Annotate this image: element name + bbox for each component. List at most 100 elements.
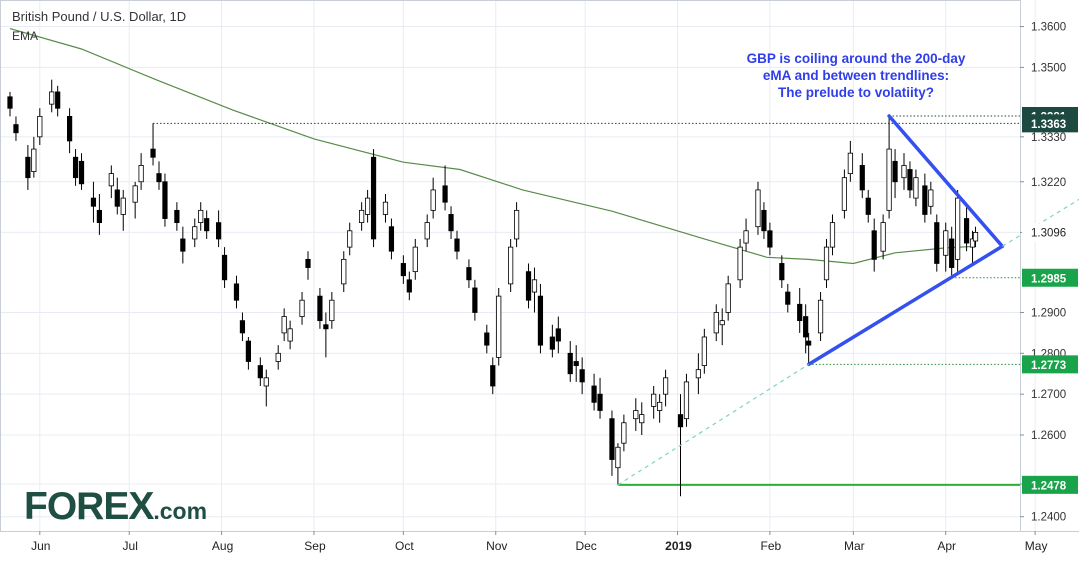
- candle-bullish: [615, 443, 621, 485]
- y-tick-label: 1.2900: [1031, 307, 1066, 319]
- candle-body: [743, 230, 749, 244]
- logo-suffix: .com: [153, 498, 208, 524]
- candle-bearish: [466, 259, 472, 288]
- candle-body: [767, 230, 773, 248]
- candle-bearish: [609, 410, 615, 476]
- candle-bearish: [525, 263, 532, 309]
- candle-bearish: [204, 210, 210, 239]
- candle-body: [424, 222, 430, 240]
- y-tick-label: 1.3330: [1031, 132, 1066, 144]
- candle-bullish: [49, 79, 55, 113]
- candle-bullish: [683, 373, 690, 427]
- candle-bullish: [663, 369, 669, 407]
- candle-bullish: [969, 230, 976, 264]
- candle-bearish: [922, 173, 928, 223]
- candle-body: [847, 152, 853, 174]
- candle-body: [829, 222, 836, 248]
- candle-bullish: [192, 218, 198, 248]
- candle-bearish: [454, 230, 460, 260]
- candle-bearish: [767, 222, 773, 256]
- candle-body: [490, 365, 496, 387]
- candle-bullish: [514, 202, 520, 248]
- candle-body: [388, 226, 395, 252]
- candle-body: [573, 361, 579, 366]
- candle-body: [198, 209, 204, 224]
- candle-body: [162, 181, 168, 219]
- candle-body: [13, 124, 19, 134]
- candle-bullish: [364, 189, 371, 223]
- candle-body: [257, 365, 263, 379]
- candle-body: [597, 393, 603, 411]
- x-tick-label: Oct: [395, 539, 414, 553]
- x-axis-background: [0, 532, 1079, 564]
- price-tag-background: [1022, 355, 1078, 374]
- candle-body: [677, 414, 684, 428]
- price-tag-label: 1.3363: [1031, 119, 1066, 131]
- candle-body: [400, 263, 406, 277]
- candle-bearish: [549, 324, 555, 358]
- candle-bearish: [215, 210, 222, 248]
- candle-bearish: [806, 332, 812, 365]
- candle-bullish: [829, 214, 836, 256]
- x-tick-label: May: [1025, 539, 1048, 553]
- candle-bullish: [725, 275, 731, 321]
- trendline: [887, 114, 1005, 249]
- candle-bearish: [555, 316, 561, 354]
- candle-bearish: [490, 357, 496, 395]
- logo-text: FOREX: [24, 485, 154, 528]
- candle-bullish: [412, 238, 418, 280]
- candle-body: [817, 299, 824, 334]
- candle-body: [317, 295, 323, 322]
- candle-body: [609, 418, 615, 460]
- y-tick-label: 1.3600: [1031, 22, 1066, 34]
- candle-bearish: [949, 226, 955, 278]
- candle-bearish: [400, 255, 406, 284]
- candle-body: [859, 165, 865, 191]
- annotation-line: eMA and between trendlines:: [762, 68, 950, 83]
- candle-body: [928, 189, 934, 207]
- x-tick-label: Nov: [486, 539, 507, 553]
- candle-bearish: [317, 287, 323, 329]
- candle-bullish: [743, 218, 749, 252]
- candle-bullish: [531, 267, 538, 313]
- candle-bullish: [424, 214, 430, 248]
- candle-body: [281, 316, 287, 334]
- candle-bullish: [943, 222, 949, 272]
- candle-body: [969, 238, 976, 248]
- candle-bullish: [621, 414, 627, 452]
- price-tag-background: [1022, 223, 1078, 242]
- candle-body: [49, 91, 55, 105]
- candle-bearish: [233, 275, 240, 309]
- candle-body: [657, 401, 663, 411]
- candle-bullish: [496, 287, 502, 366]
- candle-bearish: [484, 324, 490, 354]
- candle-bullish: [913, 169, 919, 207]
- candle-body: [108, 173, 114, 187]
- candle-bullish: [281, 308, 287, 342]
- candle-body: [797, 303, 803, 322]
- candle-body: [633, 410, 639, 420]
- candle-bearish: [865, 189, 871, 223]
- candle-bullish: [275, 345, 281, 370]
- candle-body: [120, 197, 126, 215]
- candle-body: [755, 189, 761, 228]
- candle-body: [364, 197, 371, 215]
- annotation-line: The prelude to volatiity?: [777, 85, 934, 100]
- candle-body: [275, 352, 281, 362]
- candle-body: [72, 156, 79, 179]
- candle-bearish: [537, 283, 544, 354]
- candle-body: [514, 209, 520, 240]
- candle-body: [299, 299, 305, 317]
- candle-body: [192, 226, 198, 240]
- candle-body: [96, 209, 102, 224]
- candle-body: [90, 197, 97, 207]
- candle-body: [683, 381, 690, 420]
- candle-bearish: [442, 165, 448, 211]
- candle-body: [955, 197, 961, 260]
- candle-bearish: [25, 145, 31, 190]
- x-tick-label: Jul: [123, 539, 138, 553]
- candle-body: [114, 189, 120, 207]
- candle-bullish: [347, 222, 353, 256]
- candle-body: [239, 320, 246, 334]
